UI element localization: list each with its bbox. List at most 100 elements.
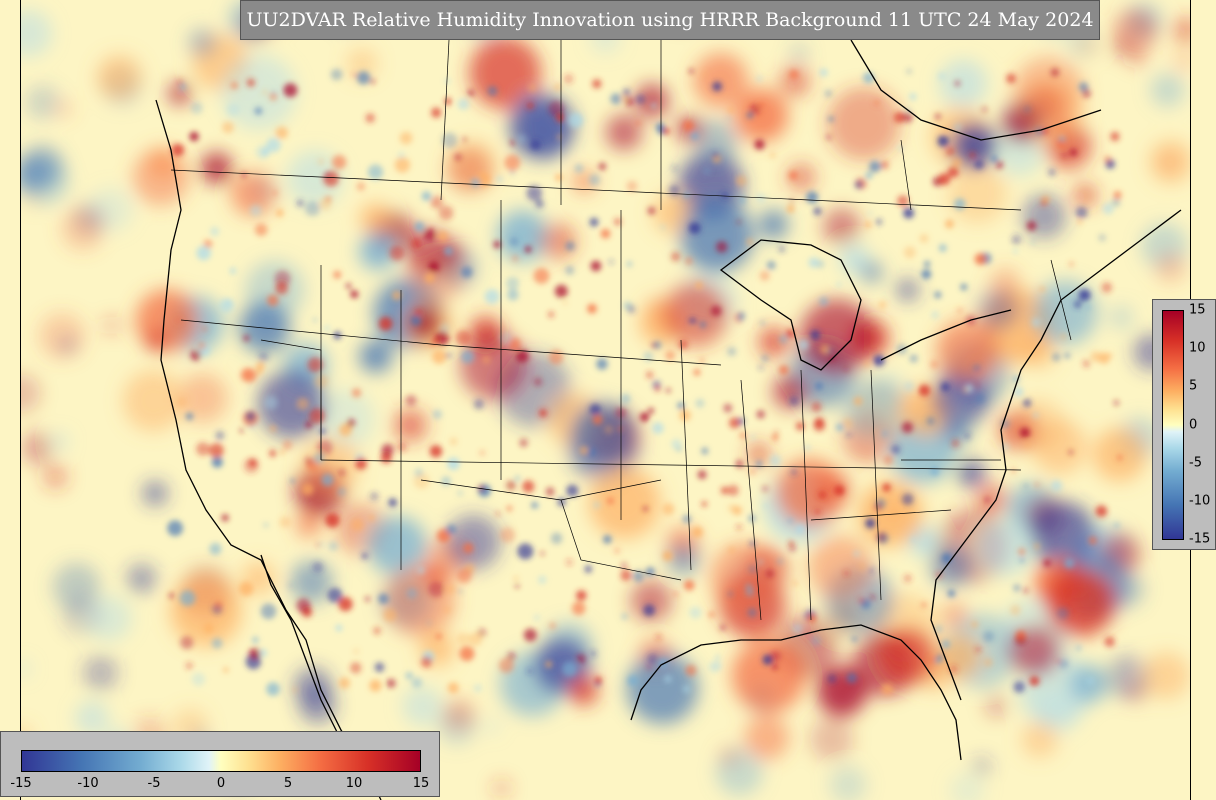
field-speckle (748, 565, 757, 574)
field-speckle (945, 219, 954, 229)
innovation-field-detail (167, 68, 1123, 696)
field-speckle (1023, 399, 1032, 407)
field-speckle (756, 193, 766, 203)
field-speckle (757, 559, 764, 565)
field-speckle (533, 614, 540, 621)
field-blob (1029, 501, 1097, 570)
field-speckle (413, 473, 430, 489)
field-speckle (769, 650, 781, 662)
field-speckle (1073, 300, 1082, 309)
field-speckle (662, 503, 675, 516)
field-speckle (844, 571, 849, 576)
field-speckle (632, 570, 645, 583)
field-speckle (645, 371, 654, 379)
field-speckle (738, 196, 747, 205)
field-speckle (745, 583, 753, 591)
colorbar-horizontal-tick: -15 (10, 776, 32, 791)
field-speckle (924, 261, 931, 268)
field-speckle (313, 318, 318, 322)
field-speckle (198, 342, 206, 350)
field-speckle (795, 524, 805, 534)
field-speckle (211, 638, 223, 649)
field-speckle (864, 221, 872, 228)
field-speckle (361, 553, 368, 559)
field-speckle (622, 88, 631, 97)
field-blob (1024, 338, 1057, 370)
field-speckle (642, 506, 649, 512)
field-speckle (301, 483, 314, 496)
field-speckle (462, 542, 474, 554)
field-speckle (814, 508, 821, 515)
field-speckle (356, 71, 371, 85)
field-speckle (624, 96, 635, 107)
field-blob (809, 717, 854, 762)
field-blob (21, 9, 52, 57)
field-speckle (1013, 249, 1018, 254)
field-speckle (565, 558, 573, 566)
field-speckle (190, 350, 202, 361)
field-speckle (498, 331, 512, 345)
field-speckle (332, 155, 347, 170)
field-blob (239, 301, 291, 354)
field-speckle (941, 640, 951, 649)
field-speckle (545, 661, 552, 668)
field-speckle (1082, 359, 1091, 368)
field-speckle (214, 601, 223, 609)
field-blob (748, 443, 770, 465)
field-speckle (737, 314, 745, 321)
field-blob (469, 37, 542, 109)
field-speckle (538, 408, 548, 418)
colorbar-horizontal-gradient (21, 750, 421, 772)
field-speckle (737, 417, 745, 425)
state-boundaries (170, 0, 1072, 621)
colorbar-vertical-tick: -5 (1189, 455, 1202, 471)
field-speckle (269, 449, 277, 457)
field-speckle (863, 360, 871, 368)
field-speckle (563, 73, 574, 84)
field-speckle (664, 675, 672, 683)
field-speckle (973, 364, 981, 372)
field-speckle (351, 388, 362, 398)
field-speckle (736, 219, 741, 225)
field-speckle (954, 198, 966, 210)
field-speckle (598, 162, 607, 171)
field-blob (694, 119, 739, 164)
lake-erie-ontario (880, 309, 1012, 361)
field-speckle (852, 636, 857, 642)
field-speckle (853, 550, 860, 557)
field-speckle (807, 614, 817, 624)
field-speckle (454, 153, 462, 161)
field-speckle (788, 544, 797, 553)
field-speckle (811, 401, 822, 413)
field-speckle (587, 303, 597, 314)
field-speckle (750, 469, 755, 475)
field-speckle (614, 548, 620, 554)
field-speckle (460, 350, 475, 364)
field-blob (402, 686, 443, 726)
field-speckle (1058, 658, 1069, 669)
field-speckle (1095, 505, 1108, 517)
field-blob (359, 232, 397, 271)
field-speckle (695, 398, 705, 408)
field-speckle (1061, 152, 1068, 159)
field-speckle (1077, 219, 1083, 225)
field-speckle (769, 454, 782, 467)
field-speckle (323, 170, 339, 187)
field-speckle (646, 665, 651, 670)
field-speckle (522, 480, 535, 493)
field-speckle (524, 246, 532, 253)
field-blob (96, 54, 143, 101)
field-speckle (736, 524, 742, 530)
field-blob (1074, 184, 1097, 207)
field-blob (25, 84, 61, 120)
field-blob (21, 145, 63, 188)
field-speckle (353, 648, 359, 655)
field-speckle (685, 257, 693, 265)
field-speckle (827, 673, 837, 684)
field-blob (896, 279, 919, 301)
field-speckle (507, 289, 519, 301)
field-speckle (519, 438, 528, 448)
field-speckle (846, 672, 857, 684)
field-speckle (255, 362, 265, 371)
field-speckle (836, 423, 844, 431)
